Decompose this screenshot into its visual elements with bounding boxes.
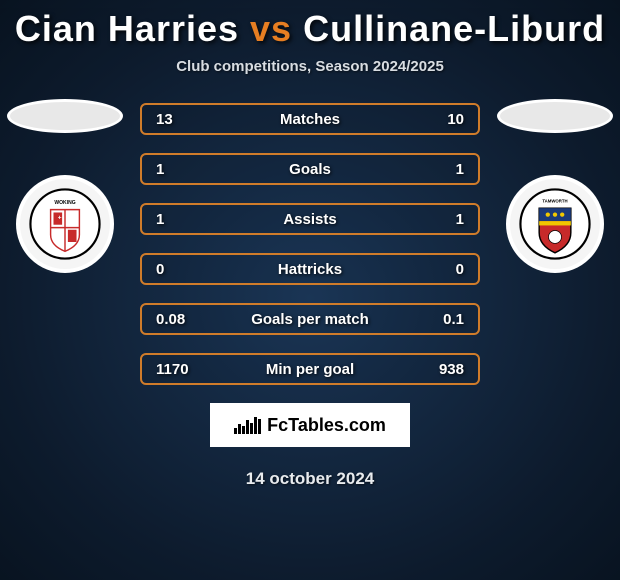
stat-right-value: 0.1 (424, 311, 464, 328)
stat-right-value: 938 (424, 361, 464, 378)
svg-text:WOKING: WOKING (54, 200, 75, 206)
vs-text: vs (250, 8, 292, 49)
stat-row: 1Goals1 (140, 153, 480, 185)
left-club-badge: + WOKING (16, 175, 114, 273)
stat-right-value: 10 (424, 111, 464, 128)
stat-row: 0Hattricks0 (140, 253, 480, 285)
stat-left-value: 13 (156, 111, 196, 128)
woking-badge-icon: + WOKING (29, 188, 101, 260)
date-text: 14 october 2024 (0, 469, 620, 489)
svg-text:TAMWORTH: TAMWORTH (542, 198, 567, 203)
stat-left-value: 0.08 (156, 311, 196, 328)
stat-row: 1Assists1 (140, 203, 480, 235)
tamworth-badge-icon: TAMWORTH (519, 188, 591, 260)
subtitle: Club competitions, Season 2024/2025 (0, 58, 620, 75)
stat-row: 13Matches10 (140, 103, 480, 135)
stat-right-value: 1 (424, 161, 464, 178)
fctables-text: FcTables.com (267, 415, 386, 436)
stat-left-value: 1170 (156, 361, 196, 378)
stat-left-value: 1 (156, 211, 196, 228)
left-player-column: + WOKING (0, 103, 130, 273)
chart-icon (234, 417, 261, 434)
player-left-name: Cian Harries (15, 8, 239, 49)
right-club-badge: TAMWORTH (506, 175, 604, 273)
stat-row: 1170Min per goal938 (140, 353, 480, 385)
stat-rows: 13Matches10 1Goals1 1Assists1 0Hattricks0 0.… (140, 103, 480, 385)
comparison-body: + WOKING TAMWORTH 13Matches10 1Goals1 1Ass… (0, 103, 620, 489)
stat-right-value: 0 (424, 261, 464, 278)
stat-left-value: 1 (156, 161, 196, 178)
player-photo-placeholder-right (497, 99, 613, 133)
stat-left-value: 0 (156, 261, 196, 278)
comparison-title: Cian Harries vs Cullinane-Liburd (0, 8, 620, 50)
player-photo-placeholder-left (7, 99, 123, 133)
right-player-column: TAMWORTH (490, 103, 620, 273)
player-right-name: Cullinane-Liburd (303, 8, 605, 49)
stat-right-value: 1 (424, 211, 464, 228)
fctables-logo: FcTables.com (210, 403, 410, 447)
svg-text:+: + (58, 215, 62, 222)
stat-row: 0.08Goals per match0.1 (140, 303, 480, 335)
